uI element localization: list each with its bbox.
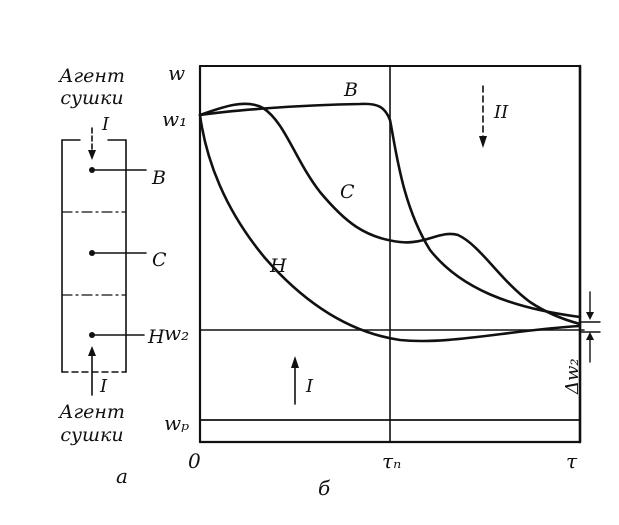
arrow-I-label: I bbox=[305, 376, 314, 397]
delta-w2-arrow-top-head bbox=[586, 312, 594, 320]
delta-w2-label: Δw₂ bbox=[562, 358, 583, 395]
panel-a-caption: а bbox=[116, 464, 128, 488]
delta-w2-arrow-bottom-head bbox=[586, 332, 594, 340]
w1-label: w₁ bbox=[162, 107, 187, 131]
panel-b-caption: б bbox=[318, 476, 331, 500]
y-axis-label: w bbox=[168, 61, 185, 85]
column-top-arrow-label: I bbox=[101, 114, 110, 135]
agent-bottom-line2: сушки bbox=[60, 424, 123, 446]
panel-b: w w₁ w₂ wₚ 0 τₙ τ В С Н II I Δw₂ б bbox=[162, 61, 601, 500]
point-C-label: С bbox=[152, 249, 167, 271]
curve-C bbox=[198, 102, 582, 326]
panel-a: Агент сушки I В С Н I Агент сушки а bbox=[57, 65, 167, 488]
tau-label: τ bbox=[566, 449, 578, 473]
wp-label: wₚ bbox=[164, 411, 189, 435]
point-H-label: Н bbox=[147, 326, 165, 348]
agent-top-line1: Агент bbox=[57, 65, 125, 87]
agent-top-line2: сушки bbox=[60, 87, 123, 109]
curve-H bbox=[198, 113, 582, 343]
curve-C-label: С bbox=[340, 181, 355, 203]
column-bottom-arrow-head bbox=[88, 346, 96, 356]
tau-n-label: τₙ bbox=[382, 449, 401, 473]
origin-label: 0 bbox=[188, 449, 201, 473]
arrow-II-label: II bbox=[493, 102, 509, 123]
column-bottom-arrow-label: I bbox=[99, 376, 108, 397]
arrow-I-head bbox=[291, 356, 299, 368]
curve-B bbox=[198, 102, 582, 319]
point-B-label: В bbox=[151, 167, 166, 189]
column-top-arrow-head bbox=[88, 150, 96, 160]
arrow-II-head bbox=[479, 136, 487, 148]
agent-bottom-line1: Агент bbox=[57, 401, 125, 423]
curve-B-label: В bbox=[343, 79, 358, 101]
w2-label: w₂ bbox=[164, 321, 189, 345]
curve-H-label: Н bbox=[269, 255, 287, 277]
